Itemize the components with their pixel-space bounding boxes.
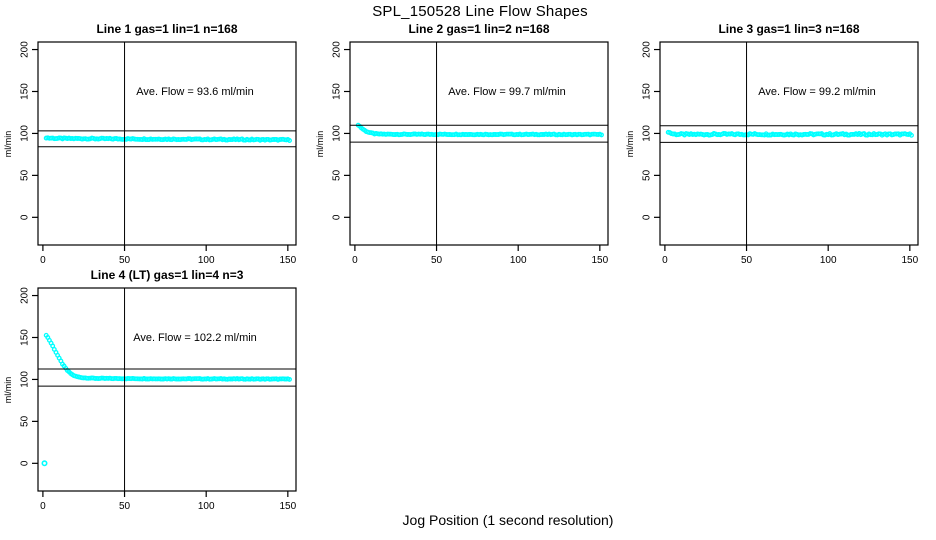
panel-line-1: Line 1 gas=1 lin=1 n=168 ml/min 0 50 100 15…: [0, 20, 312, 270]
plot-area: 0 50 100 150 0 50 100 150 200: [20, 41, 297, 266]
y-axis-label: ml/min: [315, 130, 325, 157]
y-tick-label: 50: [20, 169, 31, 181]
outlier-point: [41, 460, 48, 467]
plot-area: 0 50 100 150 0 50 100 150 200: [20, 287, 297, 512]
plot-area: 0 50 100 150 0 50 100 150 200: [642, 41, 919, 266]
x-tick-label: 100: [198, 255, 215, 266]
x-tick-label: 100: [198, 501, 215, 512]
panel-title: Line 3 gas=1 lin=3 n=168: [718, 22, 860, 36]
ave-flow-annotation: Ave. Flow = 102.2 ml/min: [133, 332, 257, 344]
panel-line-2: Line 2 gas=1 lin=2 n=168 ml/min 0 50 100 15…: [312, 20, 624, 270]
x-tick-label: 150: [279, 501, 296, 512]
x-tick-label: 100: [820, 255, 837, 266]
x-tick-label: 50: [741, 255, 753, 266]
x-tick-label: 0: [662, 255, 668, 266]
panel-line-3: Line 3 gas=1 lin=3 n=168 ml/min 0 50 100 15…: [622, 20, 934, 270]
y-tick-label: 150: [332, 83, 343, 100]
x-tick-label: 50: [119, 255, 131, 266]
y-tick-label: 150: [20, 329, 31, 346]
x-axis-label: Jog Position (1 second resolution): [402, 512, 614, 528]
data-points: [665, 129, 914, 138]
x-tick-label: 50: [119, 501, 131, 512]
y-axis-label: ml/min: [3, 130, 13, 157]
plot-box: [37, 41, 297, 246]
y-tick-label: 200: [332, 41, 343, 58]
data-points: [41, 332, 292, 467]
y-tick-label: 50: [20, 415, 31, 427]
y-tick-label: 100: [20, 125, 31, 142]
y-tick-label: 200: [642, 41, 653, 58]
ave-flow-annotation: Ave. Flow = 99.7 ml/min: [448, 86, 566, 98]
y-tick-label: 0: [332, 214, 343, 220]
plot-box: [349, 41, 609, 246]
x-tick-label: 150: [591, 255, 608, 266]
y-tick-label: 50: [332, 169, 343, 181]
panel-title: Line 4 (LT) gas=1 lin=4 n=3: [90, 268, 244, 282]
data-points: [355, 122, 604, 138]
y-tick-label: 150: [642, 83, 653, 100]
x-tick-label: 100: [510, 255, 527, 266]
x-tick-label: 0: [40, 501, 46, 512]
y-axis-label: ml/min: [625, 130, 635, 157]
y-tick-label: 100: [642, 125, 653, 142]
data-points: [43, 135, 292, 143]
figure-title: SPL_150528 Line Flow Shapes: [372, 3, 588, 20]
x-tick-label: 50: [431, 255, 443, 266]
y-tick-label: 0: [642, 214, 653, 220]
y-tick-label: 200: [20, 287, 31, 304]
y-tick-label: 200: [20, 41, 31, 58]
y-axis-label: ml/min: [3, 376, 13, 403]
ave-flow-annotation: Ave. Flow = 93.6 ml/min: [136, 86, 254, 98]
plot-box: [37, 287, 297, 492]
plot-box: [659, 41, 919, 246]
x-tick-label: 0: [352, 255, 358, 266]
y-tick-label: 100: [20, 371, 31, 388]
y-tick-label: 0: [20, 214, 31, 220]
ave-flow-annotation: Ave. Flow = 99.2 ml/min: [758, 86, 876, 98]
x-tick-label: 0: [40, 255, 46, 266]
x-tick-label: 150: [279, 255, 296, 266]
y-tick-label: 150: [20, 83, 31, 100]
plot-area: 0 50 100 150 0 50 100 150 200: [332, 41, 609, 266]
y-tick-label: 100: [332, 125, 343, 142]
x-tick-label: 150: [901, 255, 918, 266]
y-tick-label: 0: [20, 460, 31, 466]
panel-title: Line 1 gas=1 lin=1 n=168: [96, 22, 238, 36]
panel-title: Line 2 gas=1 lin=2 n=168: [408, 22, 550, 36]
panel-line-4: Line 4 (LT) gas=1 lin=4 n=3 ml/min 0 50 10…: [0, 266, 312, 516]
y-tick-label: 50: [642, 169, 653, 181]
